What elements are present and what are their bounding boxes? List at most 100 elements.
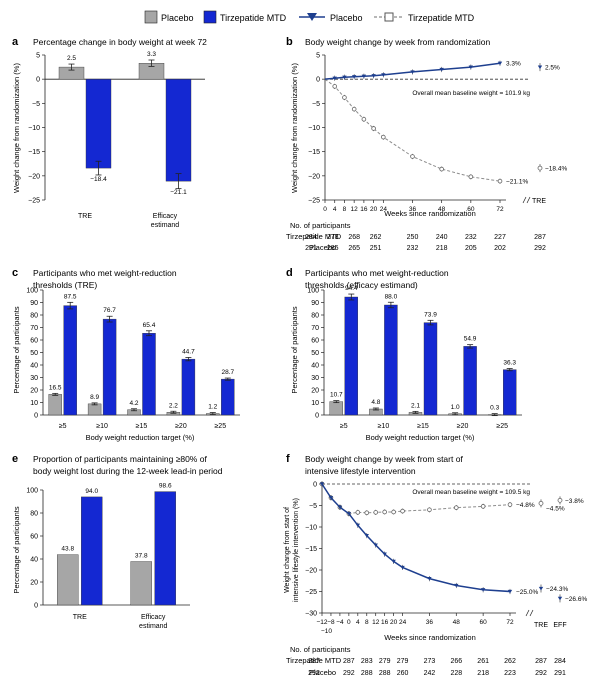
data-label: 98.6	[159, 483, 172, 490]
bar	[165, 78, 192, 182]
panel-f-np-row2-label: Placebo	[309, 668, 336, 677]
legend-label-placebo-line: Placebo	[330, 13, 363, 23]
category-label: ≥20	[457, 423, 469, 430]
y-tick-label: −10	[28, 125, 40, 132]
x-tick-label: 72	[506, 619, 514, 626]
np-value: 273	[424, 658, 436, 665]
eff-label: −3.8%	[565, 498, 584, 505]
y-tick-label: −25	[308, 198, 320, 205]
marker-tirzepatide	[497, 178, 503, 184]
category-label: Efficacy	[153, 213, 178, 220]
bar	[57, 554, 79, 606]
y-tick-label: 50	[311, 350, 319, 357]
marker-placebo	[364, 534, 369, 538]
y-tick-label: 70	[311, 325, 319, 332]
marker-tirzepatide	[373, 510, 379, 515]
marker-placebo	[328, 496, 334, 500]
category-label: Efficacy	[141, 614, 166, 621]
category-label: ≥10	[96, 423, 108, 430]
x-tick-label: −8	[327, 619, 335, 626]
bar	[503, 369, 517, 416]
panel-c-plot: 0 10 20 30 40 50 60 70 80 90 100 16.5 87.5 ≥5 8.9 76.7 ≥…	[26, 288, 240, 430]
x-tick-label: 16	[360, 206, 368, 213]
marker-tirzepatide	[391, 509, 396, 515]
x-tick-label: 72	[496, 206, 504, 213]
np-value: 250	[407, 234, 419, 241]
panel-f-np-title: No. of participants	[290, 645, 351, 654]
marker-placebo	[371, 74, 376, 78]
np-value: 285	[327, 245, 339, 252]
y-tick-label: 90	[30, 300, 38, 307]
x-tick-label: 0	[323, 206, 327, 213]
y-tick-label: −30	[305, 611, 317, 618]
np-value: 288	[361, 670, 373, 677]
x-tick-label: 0	[347, 619, 351, 626]
panel-e-letter: e	[12, 453, 18, 465]
y-tick-label: 60	[311, 338, 319, 345]
np-value: 262	[370, 234, 382, 241]
marker-tirzepatide	[332, 84, 338, 89]
x-tick-label: 8	[365, 619, 369, 626]
panel-c: c Participants who met weight-reduction …	[12, 267, 240, 442]
y-tick-label: −20	[305, 568, 317, 575]
data-label: 73.9	[424, 311, 437, 318]
bar	[181, 358, 196, 416]
axis-break	[522, 196, 527, 204]
marker-tirzepatide	[382, 509, 387, 515]
panel-f-eff-label: EFF	[553, 622, 566, 629]
marker-placebo	[381, 73, 386, 77]
panel-f-letter: f	[286, 453, 290, 465]
category-label: ≥25	[214, 423, 226, 430]
tre-marker-placebo	[537, 65, 543, 70]
tre-label: −24.3%	[546, 586, 568, 593]
np-value-tre: 292	[535, 670, 547, 677]
y-tick-label: 0	[36, 77, 40, 84]
np-value: 232	[465, 234, 477, 241]
marker-placebo	[497, 61, 503, 66]
y-tick-label: −20	[28, 173, 40, 180]
panel-f: f Body weight change by week from start …	[284, 453, 587, 677]
np-value: 218	[436, 245, 448, 252]
x-tick-label: 4	[333, 206, 337, 213]
np-value: 251	[370, 245, 382, 252]
y-tick-label: 40	[30, 557, 38, 564]
bar	[344, 296, 358, 416]
marker-placebo	[337, 505, 343, 510]
y-tick-label: 60	[30, 338, 38, 345]
y-tick-label: 100	[307, 288, 319, 295]
y-tick-label: 70	[30, 325, 38, 332]
np-value: 287	[308, 658, 320, 665]
marker-placebo	[468, 65, 474, 70]
x-tick-label: 24	[399, 619, 407, 626]
np-value: 228	[450, 670, 462, 677]
marker-tirzepatide	[355, 510, 361, 515]
panel-b-np-row2-label: Placebo	[309, 243, 336, 252]
y-tick-label: 10	[30, 400, 38, 407]
np-value: 291	[305, 245, 317, 252]
np-value: 288	[379, 670, 391, 677]
legend-marker-tirzepatide	[384, 12, 394, 22]
panel-e-title2: body weight lost during the 12-week lead…	[33, 466, 223, 476]
np-value: 292	[343, 670, 355, 677]
y-tick-label: −15	[28, 149, 40, 156]
data-label: 4.8	[371, 399, 380, 406]
panel-c-ylabel: Percentage of participants	[12, 306, 21, 393]
marker-placebo	[351, 75, 357, 79]
series-line-placebo	[321, 483, 511, 593]
np-value: 232	[407, 245, 419, 252]
x-tick-label: 60	[480, 619, 488, 626]
panel-a-ylabel: Weight change from randomization (%)	[12, 63, 21, 193]
tre-marker-placebo	[538, 586, 544, 591]
x-tick-label-extra: −10	[321, 628, 332, 635]
data-label: −18.4	[90, 176, 107, 183]
data-label: 4.2	[129, 400, 138, 407]
marker-tirzepatide	[381, 134, 386, 140]
y-tick-label: −5	[309, 503, 317, 510]
data-label: −21.1	[170, 189, 187, 196]
data-label: 3.3	[147, 51, 156, 58]
bar	[48, 394, 62, 416]
end-label: 3.3%	[506, 61, 521, 68]
bar	[87, 403, 102, 416]
y-tick-label: 20	[30, 388, 38, 395]
